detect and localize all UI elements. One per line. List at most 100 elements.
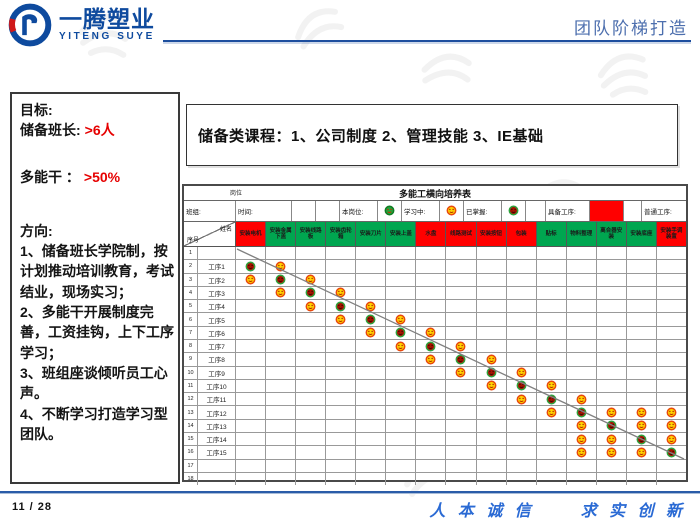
corner-cell: 姓名 序号 <box>184 222 236 246</box>
matrix-cell <box>567 432 597 446</box>
matrix-cell <box>356 379 387 393</box>
matrix-cell <box>627 393 657 406</box>
matrix-cell <box>266 446 297 459</box>
process-column-header: 安装上盖 <box>386 222 417 246</box>
row-name: 工序6 <box>198 326 236 339</box>
matrix-cell <box>627 446 657 459</box>
matrix-cell <box>477 393 507 406</box>
matrix-cell <box>597 446 627 459</box>
matrix-cell <box>266 459 297 472</box>
matrix-cell <box>537 286 567 300</box>
learning-face-icon <box>305 274 316 285</box>
row-number: 4 <box>184 286 198 300</box>
matrix-cell <box>356 406 387 419</box>
matrix-cell <box>507 273 537 286</box>
matrix-cell <box>386 339 417 353</box>
matrix-cell <box>446 419 477 432</box>
matrix-cell <box>296 260 327 273</box>
matrix-cell <box>266 472 297 486</box>
matrix-cell <box>537 379 567 393</box>
learning-face-icon <box>486 381 496 391</box>
matrix-cell <box>597 247 627 260</box>
matrix-cell <box>236 286 267 300</box>
matrix-cell <box>386 472 417 486</box>
matrix-cell <box>537 406 567 419</box>
matrix-cell <box>627 300 657 313</box>
legend-qualified-swatch <box>590 201 624 221</box>
course-text: 储备类课程：1、公司制度 2、管理技能 3、IE基础 <box>198 127 544 145</box>
matrix-cell <box>296 419 327 432</box>
matrix-cell <box>416 313 447 326</box>
matrix-cell <box>597 459 627 472</box>
matrix-cell <box>236 406 267 419</box>
table-row: 16 工序15 <box>184 446 686 460</box>
learning-face-icon <box>546 381 557 391</box>
matrix-cell <box>567 472 597 486</box>
legend-mastered-label: 已掌握: <box>464 201 502 221</box>
matrix-cell <box>477 273 507 286</box>
matrix-cell <box>657 380 686 392</box>
current-face-slot <box>384 205 395 218</box>
matrix-cell <box>416 273 447 286</box>
matrix-cell <box>657 313 686 325</box>
matrix-cell <box>597 419 627 432</box>
matrix-cell <box>657 473 686 485</box>
table-row: 9 工序8 <box>184 353 686 367</box>
matrix-cell <box>477 379 507 393</box>
matrix-cell <box>597 366 627 379</box>
row-name: 工序11 <box>198 393 236 406</box>
matrix-cell <box>477 353 507 366</box>
matrix-cell <box>657 327 686 339</box>
learning-face-icon <box>666 420 677 431</box>
matrix-cell <box>386 326 417 339</box>
table-title: 多能工横向培养表 <box>398 188 471 199</box>
matrix-cell <box>326 393 357 406</box>
process-column-header: 安装金属下盖 <box>266 222 297 246</box>
matrix-cell <box>537 339 567 353</box>
matrix-cell <box>236 300 267 313</box>
row-number: 11 <box>184 379 198 393</box>
matrix-cell <box>416 379 447 393</box>
matrix-cell <box>326 286 357 300</box>
matrix-cell <box>657 247 686 259</box>
table-body: 1 2 工序1 3 工序2 4 工序3 5 工序4 6 工序5 <box>184 247 686 486</box>
training-matrix-table: 岗位 多能工横向培养表 班组: 时间: 本岗位: 学习中: 已掌握: 具备工序: <box>182 184 688 486</box>
matrix-cell <box>386 459 417 472</box>
matrix-cell <box>296 406 327 419</box>
matrix-cell <box>326 366 357 379</box>
matrix-cell <box>627 379 657 393</box>
matrix-cell <box>236 472 267 486</box>
direction-item-3: 3、班组座谈倾听员工心声。 <box>20 364 168 402</box>
matrix-cell <box>657 406 686 418</box>
matrix-cell <box>477 313 507 326</box>
row-number: 16 <box>184 446 198 459</box>
goals-panel: 目标: 储备班长: >6人 多能干 ： >50% 方向: 1、储备班长学院制，按计划… <box>10 92 180 484</box>
matrix-cell <box>597 406 627 419</box>
matrix-cell <box>597 260 627 273</box>
matrix-cell <box>657 340 686 352</box>
process-column-header: 安装按钮 <box>476 222 507 246</box>
matrix-cell <box>266 286 297 300</box>
table-row: 17 <box>184 459 686 473</box>
table-row: 15 工序14 <box>184 432 686 447</box>
matrix-cell <box>477 286 507 300</box>
matrix-cell <box>446 286 477 300</box>
matrix-cell <box>657 460 686 472</box>
process-column-header: 安装线路板 <box>296 222 327 246</box>
goal-line-2: 多能干 ： >50% <box>20 167 174 187</box>
matrix-cell <box>597 339 627 353</box>
matrix-cell <box>597 326 627 339</box>
matrix-cell <box>356 419 387 432</box>
matrix-cell <box>567 339 597 353</box>
matrix-cell <box>356 353 387 366</box>
header-divider <box>163 40 691 42</box>
matrix-cell <box>356 339 387 353</box>
matrix-cell <box>236 366 267 379</box>
matrix-cell <box>477 247 507 260</box>
matrix-cell <box>446 260 477 273</box>
matrix-cell <box>446 366 477 379</box>
matrix-cell <box>356 313 387 326</box>
matrix-cell <box>446 353 477 366</box>
matrix-cell <box>537 326 567 339</box>
matrix-cell <box>356 326 387 339</box>
